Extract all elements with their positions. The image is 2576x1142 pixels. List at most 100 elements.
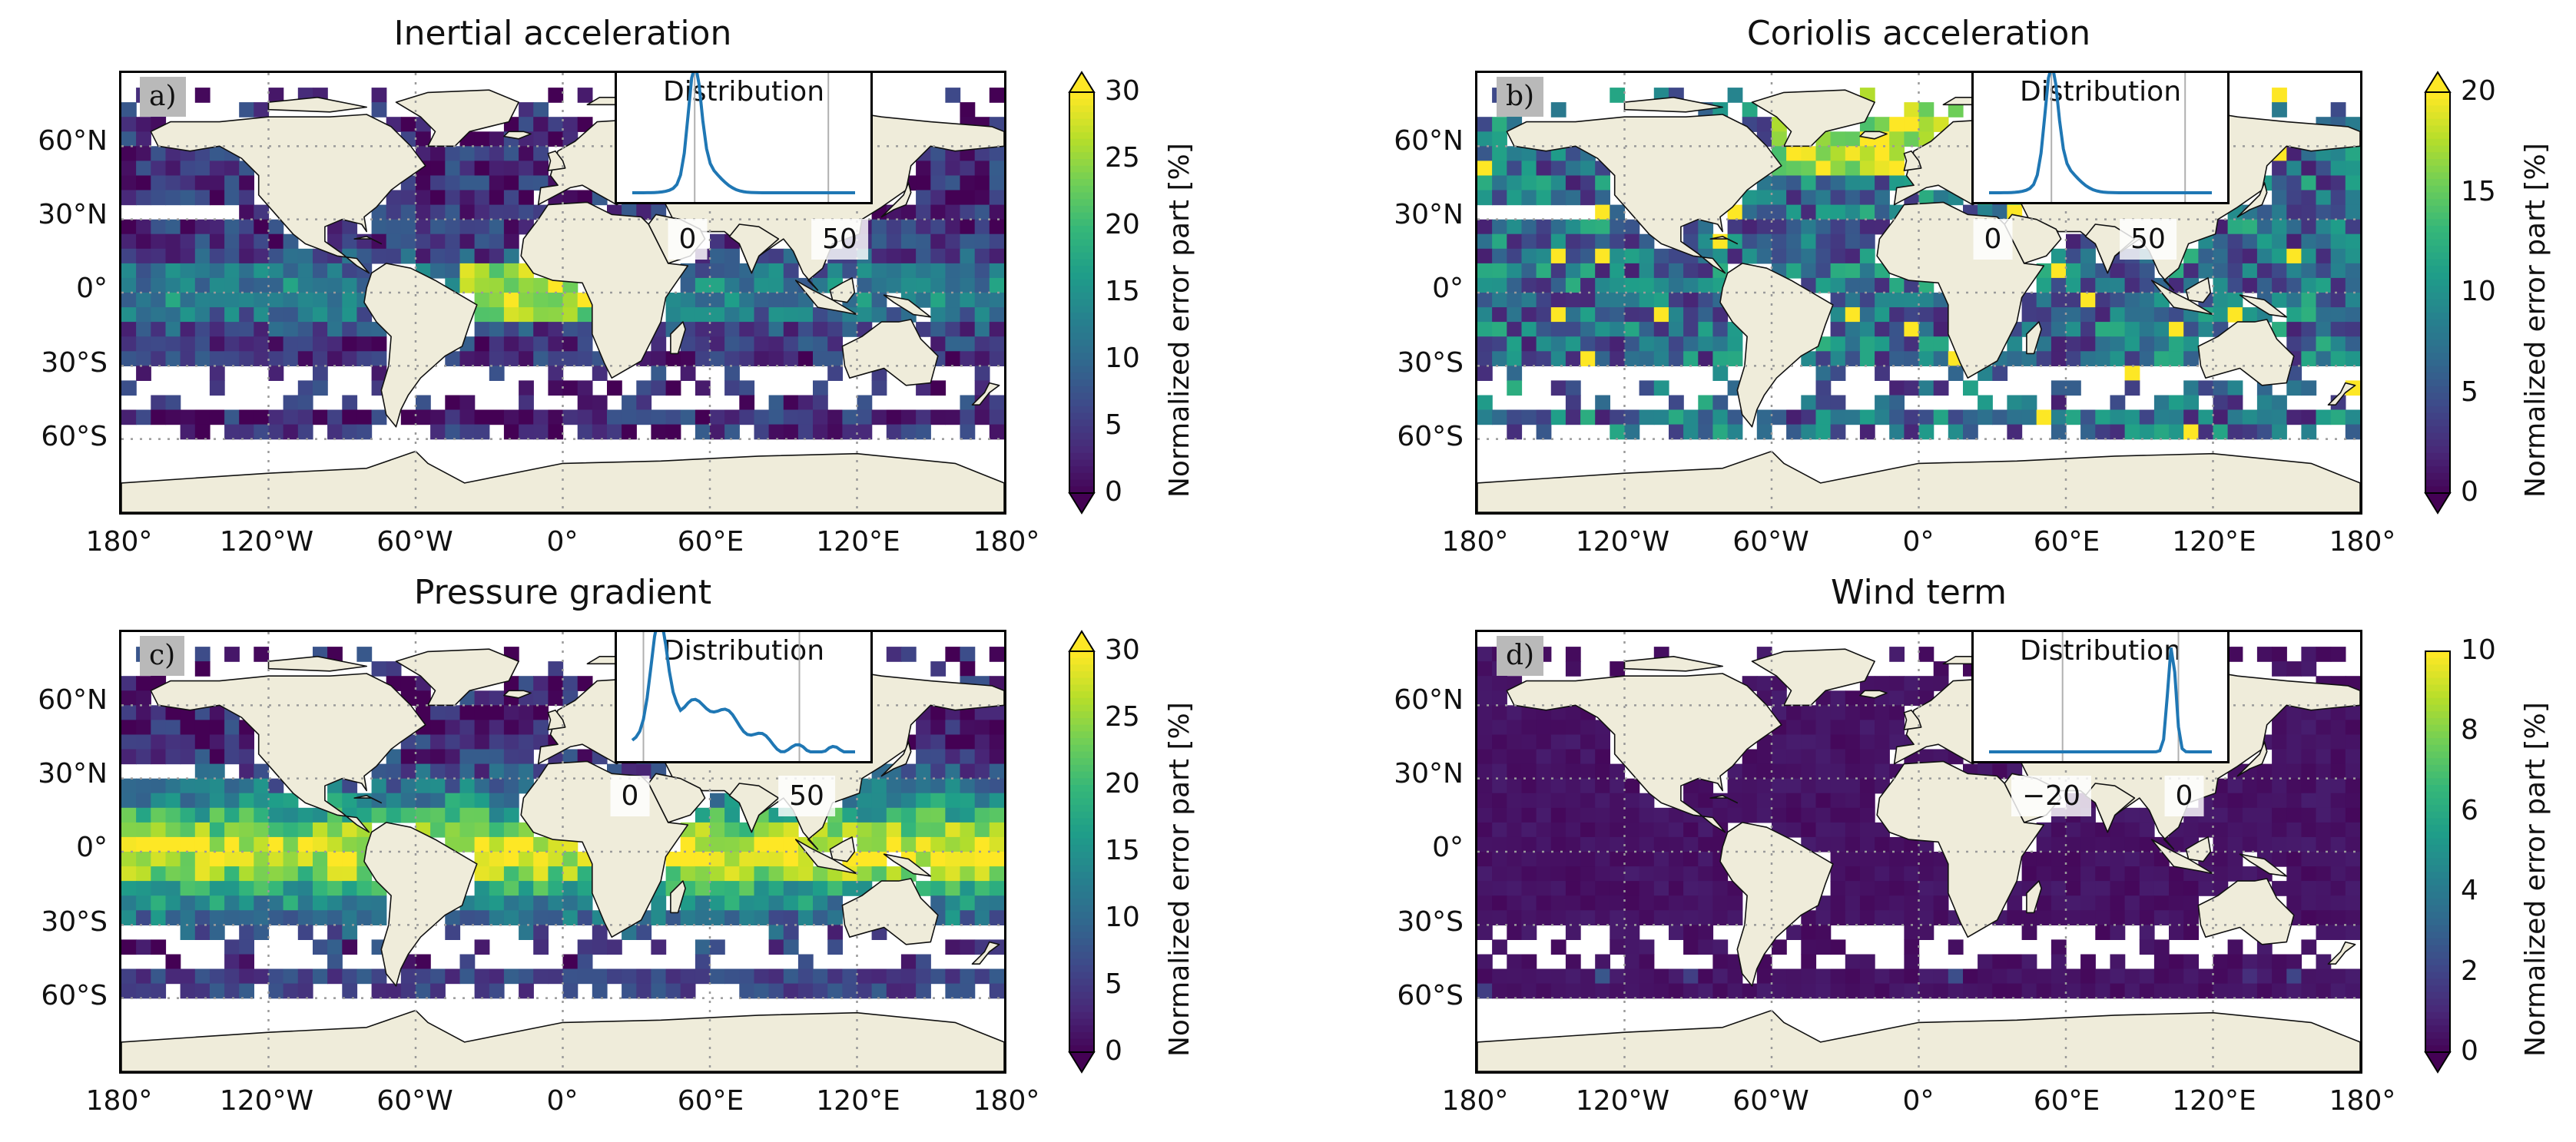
data-cell <box>1786 793 1802 809</box>
data-cell <box>2316 895 2332 911</box>
data-cell <box>2242 968 2258 985</box>
data-cell <box>1948 983 1964 999</box>
data-cell <box>1904 690 1920 706</box>
data-cell <box>1978 983 1993 999</box>
data-cell <box>503 852 519 867</box>
data-cell <box>622 424 637 440</box>
data-cell <box>1683 836 1699 852</box>
data-cell <box>2242 277 2258 293</box>
data-cell <box>283 409 299 425</box>
data-cell <box>974 161 990 177</box>
colorbar-segment <box>2425 159 2450 167</box>
data-cell <box>1772 190 1787 206</box>
data-cell <box>886 778 902 794</box>
data-cell <box>916 175 931 191</box>
data-cell <box>2316 204 2332 220</box>
data-cell <box>1639 939 1655 955</box>
data-cell <box>871 277 887 293</box>
data-cell <box>209 307 225 323</box>
data-cell <box>916 424 931 440</box>
data-cell <box>1830 424 1846 440</box>
data-cell <box>577 88 593 103</box>
data-cell <box>2286 263 2302 279</box>
data-cell <box>548 131 564 147</box>
data-cell <box>960 881 976 896</box>
land-india <box>2084 783 2136 833</box>
data-cell <box>297 910 313 925</box>
data-cell <box>1815 807 1832 823</box>
data-cell <box>974 881 990 896</box>
data-cell <box>356 895 373 911</box>
lon-label: 120°W <box>1575 1085 1670 1117</box>
data-cell <box>519 424 534 440</box>
data-cell <box>783 263 799 279</box>
data-cell <box>2139 866 2155 882</box>
data-cell <box>1889 395 1905 411</box>
data-cell <box>2095 351 2111 366</box>
data-cell <box>724 307 740 323</box>
data-cell <box>577 881 593 896</box>
data-cell <box>562 676 579 691</box>
data-cell <box>180 910 196 925</box>
land-newguinea <box>883 294 932 318</box>
data-cell <box>1786 749 1802 765</box>
data-cell <box>2110 351 2126 366</box>
data-cell <box>1948 409 1964 425</box>
data-cell <box>1536 351 1552 366</box>
data-cell <box>489 293 505 308</box>
data-cell <box>445 146 461 161</box>
data-cell <box>813 307 828 323</box>
data-cell <box>754 983 770 999</box>
data-cell <box>857 307 873 323</box>
data-cell <box>974 778 990 794</box>
data-cell <box>2051 248 2067 264</box>
data-cell <box>1756 749 1772 765</box>
data-cell <box>1639 336 1655 352</box>
lon-label: 120°W <box>1575 526 1670 558</box>
data-cell <box>651 409 667 425</box>
data-cell <box>989 146 1004 161</box>
data-cell <box>1639 277 1655 293</box>
data-cell <box>121 866 137 882</box>
data-cell <box>136 117 151 132</box>
data-cell <box>1875 749 1890 765</box>
data-cell <box>695 293 711 308</box>
data-cell <box>1830 807 1846 823</box>
lon-label: 60°W <box>376 1085 453 1117</box>
data-cell <box>2095 910 2111 925</box>
data-cell <box>945 307 961 323</box>
data-cell <box>695 307 711 323</box>
data-cell <box>930 866 947 882</box>
data-cell <box>2301 336 2317 352</box>
data-cell <box>2007 968 2023 985</box>
data-cell <box>342 322 358 337</box>
data-cell <box>165 307 181 323</box>
data-cell <box>2021 307 2037 323</box>
inset-svg <box>1989 73 2212 202</box>
data-cell <box>1507 822 1523 838</box>
colorbar-segment <box>2425 945 2450 953</box>
lon-label: 120°E <box>2172 1085 2256 1117</box>
data-cell <box>2301 219 2317 235</box>
data-cell <box>768 307 784 323</box>
data-cell <box>1698 395 1714 411</box>
data-cell <box>2183 351 2199 366</box>
distribution-inset: Distribution <box>615 630 873 763</box>
data-cell <box>1610 983 1626 999</box>
data-cell <box>283 322 299 337</box>
data-cell <box>989 88 1004 103</box>
data-cell <box>739 968 755 985</box>
data-cell <box>2286 248 2302 264</box>
data-cell <box>194 88 211 103</box>
data-cell <box>739 983 755 999</box>
data-cell <box>1859 895 1875 911</box>
data-cell <box>2301 647 2317 662</box>
data-cell <box>945 866 961 882</box>
data-cell <box>151 705 167 720</box>
data-cell <box>459 161 476 177</box>
data-cell <box>1536 409 1552 425</box>
data-cell <box>2301 190 2317 206</box>
data-cell <box>960 233 976 250</box>
data-cell <box>1727 336 1743 352</box>
data-cell <box>1639 322 1655 337</box>
